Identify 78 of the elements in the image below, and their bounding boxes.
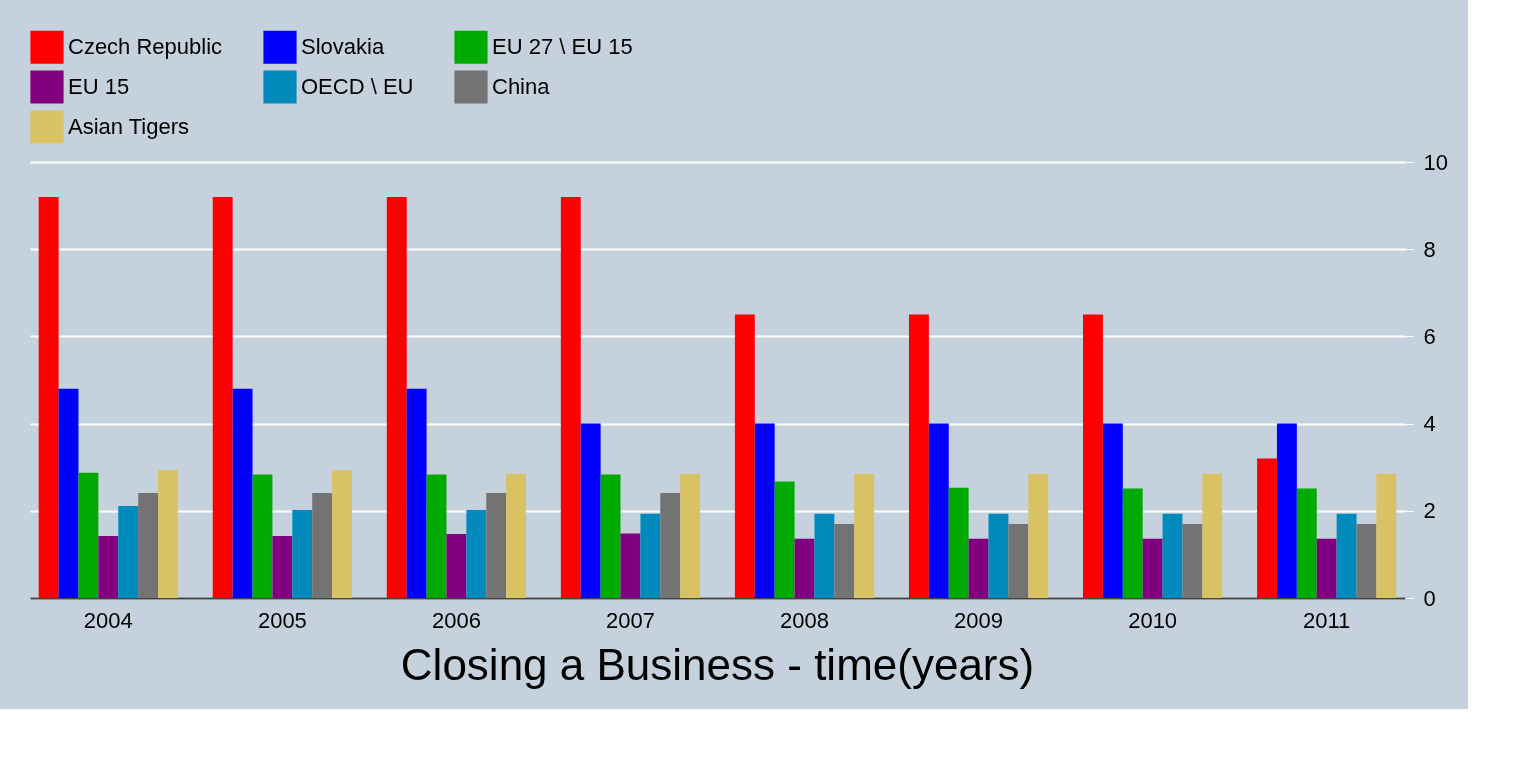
bar [1008, 523, 1029, 598]
bar [1316, 538, 1337, 598]
bar [1083, 314, 1103, 598]
bar [928, 423, 949, 598]
y-tick-label: 4 [1423, 411, 1436, 437]
bar [794, 538, 815, 598]
bar [506, 473, 527, 598]
bar [446, 533, 467, 598]
bar [252, 474, 273, 598]
bar [640, 513, 661, 598]
bar [968, 538, 989, 598]
y-tick-label: 6 [1423, 323, 1436, 349]
bar [580, 423, 601, 598]
x-tick-label: 2009 [954, 607, 1004, 633]
bar [774, 481, 795, 598]
bar [1102, 423, 1123, 598]
bar [386, 196, 407, 598]
bar [38, 196, 59, 598]
bar [660, 492, 681, 598]
bar [272, 536, 293, 598]
y-tick-label: 10 [1423, 149, 1448, 175]
bar [1356, 523, 1377, 598]
legend-label: OECD \ EU [301, 74, 414, 99]
bar [232, 388, 253, 598]
bar [754, 423, 775, 598]
y-tick-label: 2 [1423, 498, 1436, 524]
bar [1182, 523, 1203, 598]
bar [854, 473, 875, 598]
x-tick-label: 2006 [431, 607, 481, 633]
bar [1142, 538, 1163, 598]
x-tick-label: 2010 [1128, 607, 1178, 633]
legend-label: Czech Republic [68, 34, 223, 60]
y-tick-label: 0 [1423, 585, 1436, 611]
bar [138, 492, 159, 598]
bar [1296, 488, 1317, 598]
legend-label: EU 15 [68, 74, 130, 99]
legend-label: Slovakia [301, 34, 385, 60]
bar [158, 470, 178, 598]
bar [406, 388, 427, 598]
text: Closing a Business - time(years) [400, 640, 1035, 689]
bar [620, 533, 641, 598]
x-tick-label: 2005 [257, 607, 307, 633]
bar [78, 472, 99, 598]
bar [426, 474, 447, 598]
bar [948, 487, 969, 598]
bar [1257, 458, 1277, 598]
x-tick-label: 2011 [1303, 607, 1351, 633]
bar [1376, 473, 1397, 598]
bar [1162, 513, 1183, 598]
bar [1028, 473, 1049, 598]
bar [1276, 423, 1297, 598]
bar [834, 523, 855, 598]
bar [1122, 488, 1143, 598]
bar [908, 314, 929, 598]
legend-label: EU 27 \ EU 15 [492, 34, 633, 60]
bar [212, 196, 233, 598]
bar [466, 509, 487, 598]
y-tick-label: 8 [1423, 236, 1436, 262]
x-tick-label: 2004 [83, 607, 133, 633]
x-tick-label: 2008 [780, 607, 829, 633]
bar [988, 513, 1009, 598]
bar [332, 470, 352, 598]
bar [680, 473, 701, 598]
bar [58, 388, 79, 598]
legend-label: China [492, 74, 551, 99]
bar [814, 513, 835, 598]
bar [292, 509, 313, 598]
bar [560, 196, 581, 598]
x-tick-label: 2007 [606, 607, 655, 633]
bar [486, 492, 507, 598]
legend-label: Asian Tigers [68, 114, 190, 139]
bar [734, 314, 755, 598]
bar [600, 474, 621, 598]
bar [98, 536, 119, 598]
bar [312, 492, 333, 598]
bar [1202, 473, 1223, 598]
bar [1336, 513, 1357, 598]
bar [118, 506, 139, 598]
